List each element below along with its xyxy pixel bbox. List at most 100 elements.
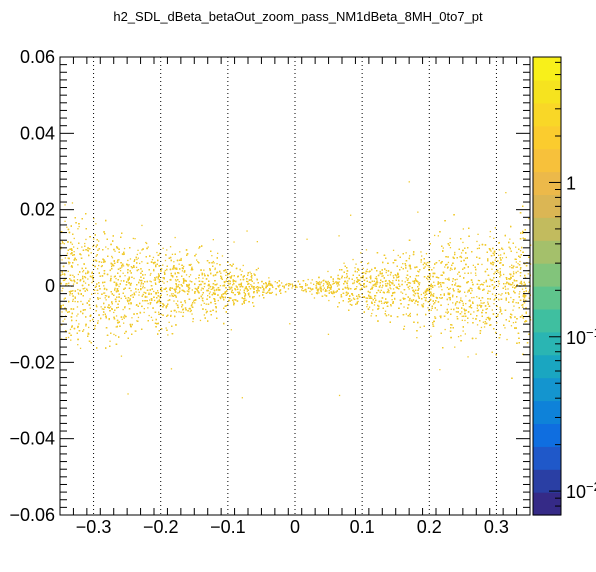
data-point <box>61 240 63 243</box>
data-point <box>146 242 148 245</box>
data-point <box>515 246 517 248</box>
data-point <box>124 332 126 334</box>
data-point <box>429 275 432 277</box>
data-point <box>72 290 74 292</box>
data-point <box>429 278 431 281</box>
data-point <box>77 326 79 329</box>
data-point <box>287 288 290 290</box>
data-point <box>347 301 350 303</box>
data-point <box>123 247 126 250</box>
data-point <box>370 275 372 277</box>
data-point <box>228 297 230 299</box>
data-point <box>253 273 255 275</box>
data-point <box>123 317 125 319</box>
data-point <box>346 293 349 295</box>
data-point <box>250 284 252 286</box>
data-point <box>378 307 380 309</box>
data-point <box>115 315 118 317</box>
data-point <box>489 230 491 233</box>
data-point <box>286 283 288 285</box>
data-point <box>137 316 140 319</box>
data-point <box>137 288 139 291</box>
data-point <box>366 304 369 306</box>
data-point <box>62 279 65 282</box>
data-point <box>165 254 167 256</box>
data-point <box>428 262 430 264</box>
data-point <box>140 282 143 284</box>
data-point <box>111 255 113 258</box>
data-point <box>483 326 486 328</box>
data-point <box>464 272 466 274</box>
data-point <box>366 268 368 271</box>
data-point <box>106 295 108 297</box>
data-point <box>505 283 507 285</box>
data-point <box>462 302 464 304</box>
data-point <box>197 261 199 263</box>
data-point <box>490 250 492 252</box>
data-point <box>174 279 177 281</box>
data-point <box>158 311 160 313</box>
data-point <box>145 241 147 244</box>
data-point <box>139 252 141 254</box>
data-point <box>346 285 349 287</box>
data-point <box>476 296 478 298</box>
data-point <box>198 286 200 288</box>
data-point <box>139 279 141 282</box>
data-point <box>456 307 458 309</box>
data-point <box>221 276 223 278</box>
data-point <box>352 294 354 296</box>
data-point <box>412 280 414 282</box>
data-point <box>396 287 398 289</box>
data-point <box>448 277 450 279</box>
data-point <box>170 293 173 295</box>
data-point <box>144 287 146 289</box>
data-point <box>456 278 458 280</box>
data-point <box>397 254 399 257</box>
data-point <box>511 283 513 286</box>
data-point <box>215 284 217 286</box>
data-point <box>386 291 388 294</box>
data-point <box>103 311 105 313</box>
data-point <box>408 299 410 302</box>
data-point <box>129 298 131 300</box>
data-point <box>88 326 90 329</box>
data-point <box>240 285 243 287</box>
data-point <box>191 303 193 305</box>
data-point <box>61 259 63 261</box>
data-point <box>87 278 89 280</box>
data-point <box>461 311 463 313</box>
data-point <box>396 277 398 279</box>
data-point <box>385 269 387 272</box>
data-point <box>513 284 515 286</box>
data-point <box>515 261 517 263</box>
data-point <box>261 285 263 287</box>
data-point <box>64 204 66 206</box>
data-point <box>67 270 69 272</box>
data-point <box>109 340 111 342</box>
data-point <box>475 337 477 340</box>
data-point <box>208 284 210 286</box>
data-point <box>513 305 515 307</box>
data-point <box>211 255 213 257</box>
data-point <box>461 315 463 317</box>
data-point <box>336 285 339 287</box>
data-point <box>144 274 146 276</box>
data-point <box>318 281 321 283</box>
data-point <box>147 246 149 248</box>
data-point <box>239 289 241 291</box>
data-point <box>446 267 449 269</box>
data-point <box>95 223 97 225</box>
data-point <box>390 288 392 290</box>
data-point <box>205 312 207 314</box>
data-point <box>164 259 167 262</box>
data-point <box>149 280 151 282</box>
data-point <box>486 317 488 319</box>
data-point <box>182 289 184 291</box>
data-point <box>422 303 425 305</box>
data-point <box>162 247 164 249</box>
data-point <box>123 322 125 324</box>
data-point <box>157 290 159 292</box>
data-point <box>133 277 135 280</box>
data-point <box>370 288 372 290</box>
